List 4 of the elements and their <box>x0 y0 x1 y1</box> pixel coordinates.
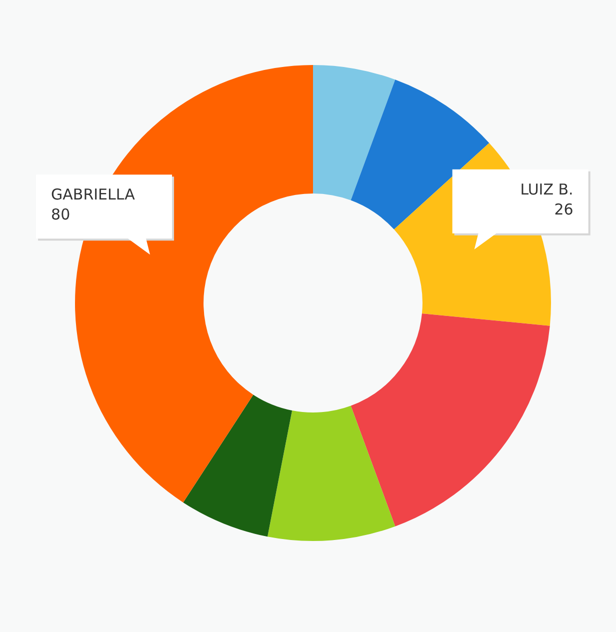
data-label: 80 <box>51 206 70 224</box>
slice-label: GABRIELLA <box>51 186 136 204</box>
data-label: 26 <box>554 200 574 218</box>
slice-label: LUIZ B. <box>520 180 574 198</box>
